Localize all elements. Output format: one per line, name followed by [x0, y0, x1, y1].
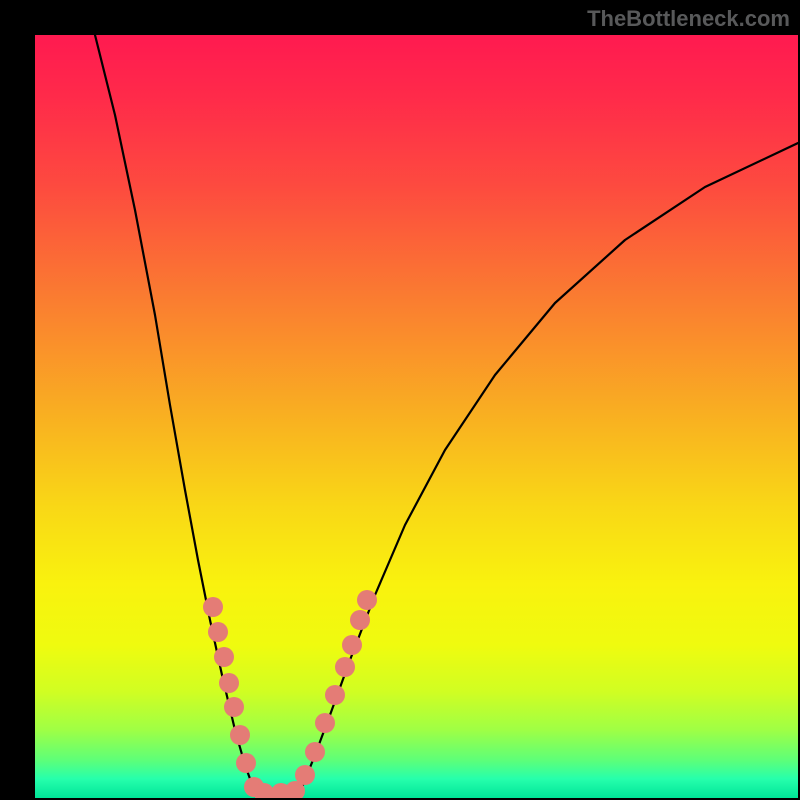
scatter-point — [214, 647, 234, 667]
scatter-point — [236, 753, 256, 773]
curve-right-branch — [295, 143, 798, 798]
scatter-point — [208, 622, 228, 642]
scatter-point — [305, 742, 325, 762]
scatter-point — [325, 685, 345, 705]
chart-svg — [35, 35, 798, 798]
scatter-point — [219, 673, 239, 693]
scatter-point — [357, 590, 377, 610]
scatter-point — [295, 765, 315, 785]
plot-area — [35, 35, 798, 798]
scatter-point — [315, 713, 335, 733]
scatter-point — [230, 725, 250, 745]
scatter-point — [342, 635, 362, 655]
scatter-group — [203, 590, 377, 798]
scatter-point — [350, 610, 370, 630]
scatter-point — [203, 597, 223, 617]
watermark-text: TheBottleneck.com — [587, 6, 790, 32]
scatter-point — [224, 697, 244, 717]
scatter-point — [335, 657, 355, 677]
